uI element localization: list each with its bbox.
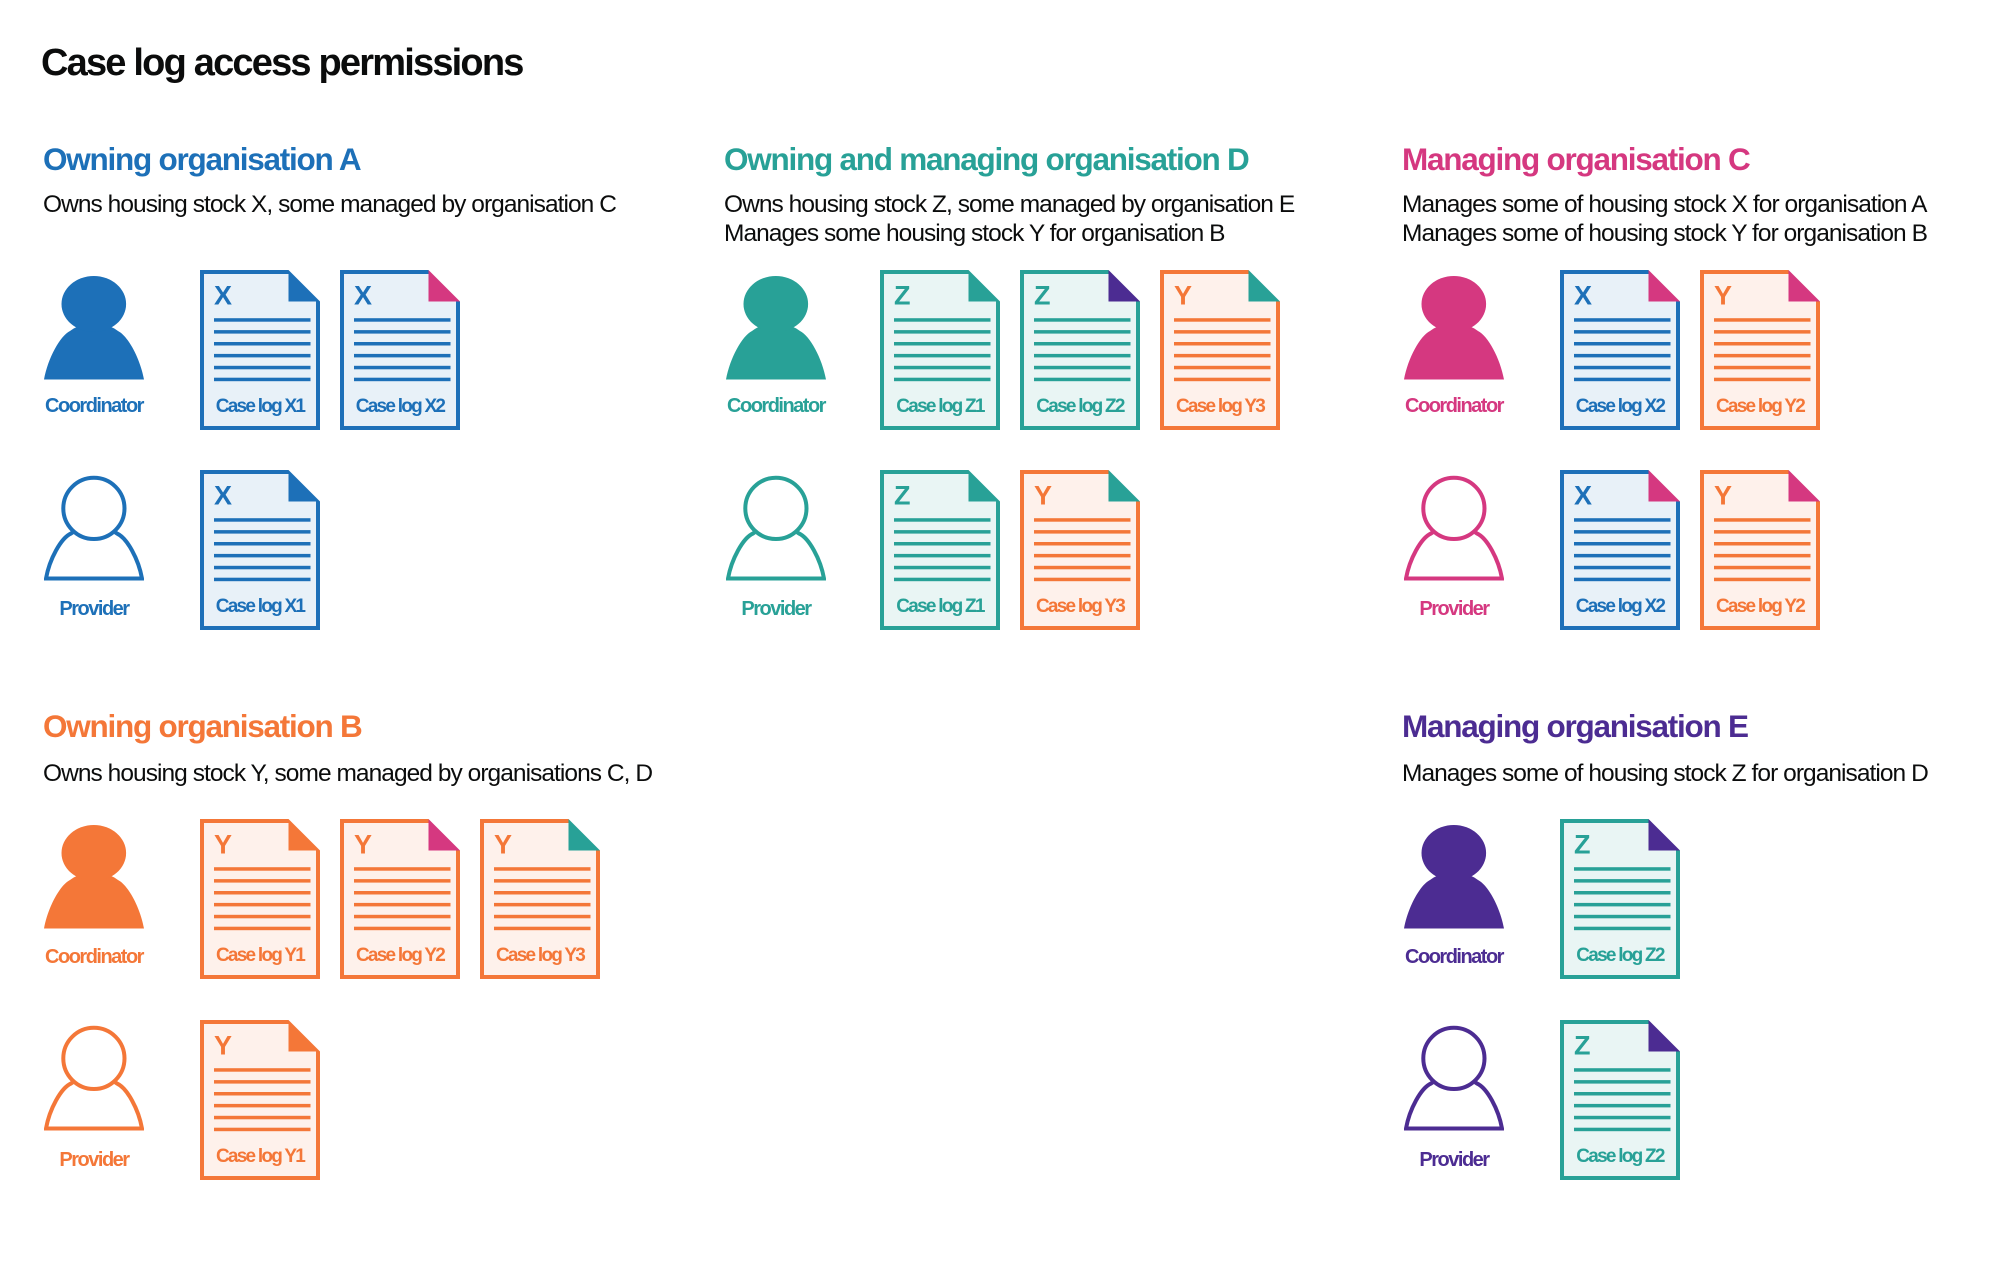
svg-text:Case log Y2: Case log Y2 bbox=[1716, 396, 1805, 417]
svg-text:Case log X2: Case log X2 bbox=[1576, 396, 1666, 417]
svg-text:Z: Z bbox=[894, 481, 911, 511]
svg-text:Z: Z bbox=[1574, 1030, 1591, 1060]
svg-text:Case log Z2: Case log Z2 bbox=[1576, 1145, 1665, 1166]
svg-text:X: X bbox=[214, 481, 232, 511]
svg-text:Case log X2: Case log X2 bbox=[1576, 596, 1666, 617]
svg-text:Y: Y bbox=[214, 830, 232, 860]
svg-text:Z: Z bbox=[894, 281, 911, 311]
svg-text:Case log Z1: Case log Z1 bbox=[896, 396, 986, 417]
svg-text:Y: Y bbox=[1714, 281, 1732, 311]
svg-text:Y: Y bbox=[214, 1030, 232, 1060]
svg-text:Case log Y1: Case log Y1 bbox=[216, 1145, 306, 1166]
svg-text:Y: Y bbox=[1174, 281, 1192, 311]
svg-text:Case log X2: Case log X2 bbox=[356, 396, 446, 417]
svg-text:Case log X1: Case log X1 bbox=[216, 596, 307, 617]
svg-text:Case log Y3: Case log Y3 bbox=[496, 945, 585, 966]
svg-text:Case log Y3: Case log Y3 bbox=[1176, 396, 1265, 417]
svg-text:Y: Y bbox=[494, 830, 512, 860]
svg-text:Case log Z2: Case log Z2 bbox=[1576, 945, 1665, 966]
svg-text:Case log Y3: Case log Y3 bbox=[1036, 596, 1125, 617]
svg-text:Case log Z1: Case log Z1 bbox=[896, 596, 986, 617]
svg-text:X: X bbox=[1574, 281, 1592, 311]
svg-text:X: X bbox=[214, 281, 232, 311]
svg-text:Y: Y bbox=[1034, 481, 1052, 511]
svg-text:Y: Y bbox=[354, 830, 372, 860]
svg-text:Y: Y bbox=[1714, 481, 1732, 511]
svg-text:X: X bbox=[354, 281, 372, 311]
svg-text:X: X bbox=[1574, 481, 1592, 511]
svg-text:Z: Z bbox=[1034, 281, 1051, 311]
svg-text:Case log Z2: Case log Z2 bbox=[1036, 396, 1125, 417]
svg-text:Case log X1: Case log X1 bbox=[216, 396, 307, 417]
svg-text:Case log Y2: Case log Y2 bbox=[1716, 596, 1805, 617]
svg-text:Z: Z bbox=[1574, 830, 1591, 860]
svg-text:Case log Y1: Case log Y1 bbox=[216, 945, 306, 966]
svg-text:Case log Y2: Case log Y2 bbox=[356, 945, 445, 966]
